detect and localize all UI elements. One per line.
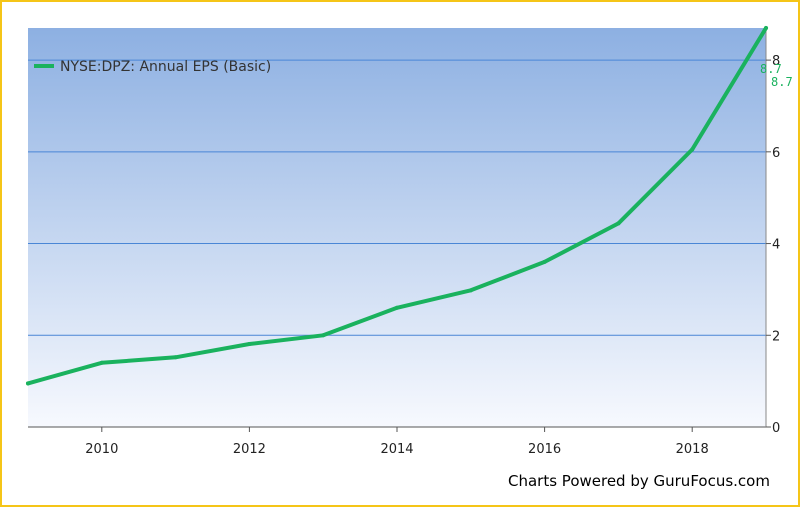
- data-point-2013: [321, 333, 326, 338]
- x-tick-label-2014: 2014: [380, 442, 413, 457]
- chart-credit: Charts Powered by GuruFocus.com: [508, 472, 770, 490]
- legend-label: NYSE:DPZ: Annual EPS (Basic): [60, 59, 271, 75]
- data-point-2017: [616, 221, 621, 226]
- data-point-2019: [764, 26, 768, 30]
- data-point-2010: [99, 360, 104, 365]
- y-tick-label-0: 0: [772, 421, 780, 436]
- data-point-2009: [26, 381, 30, 386]
- y-tick-label-8: 8: [772, 54, 780, 69]
- x-tick-label-2016: 2016: [528, 442, 561, 457]
- data-point-2011: [173, 355, 178, 360]
- end-value-label-1: 8.7: [760, 62, 782, 76]
- data-point-2014: [395, 305, 399, 310]
- end-value-label-2: 8.7: [771, 75, 793, 89]
- y-tick-label-6: 6: [772, 146, 780, 161]
- data-point-2016: [542, 259, 547, 264]
- x-tick-label-2012: 2012: [233, 442, 266, 457]
- data-point-2018: [690, 147, 695, 152]
- x-tick-label-2018: 2018: [676, 442, 709, 457]
- plot-area: [28, 28, 766, 427]
- y-tick-label-2: 2: [772, 329, 780, 344]
- data-point-2015: [468, 288, 473, 293]
- y-tick-label-4: 4: [772, 238, 780, 253]
- data-point-2012: [247, 341, 252, 346]
- x-tick-label-2010: 2010: [85, 442, 118, 457]
